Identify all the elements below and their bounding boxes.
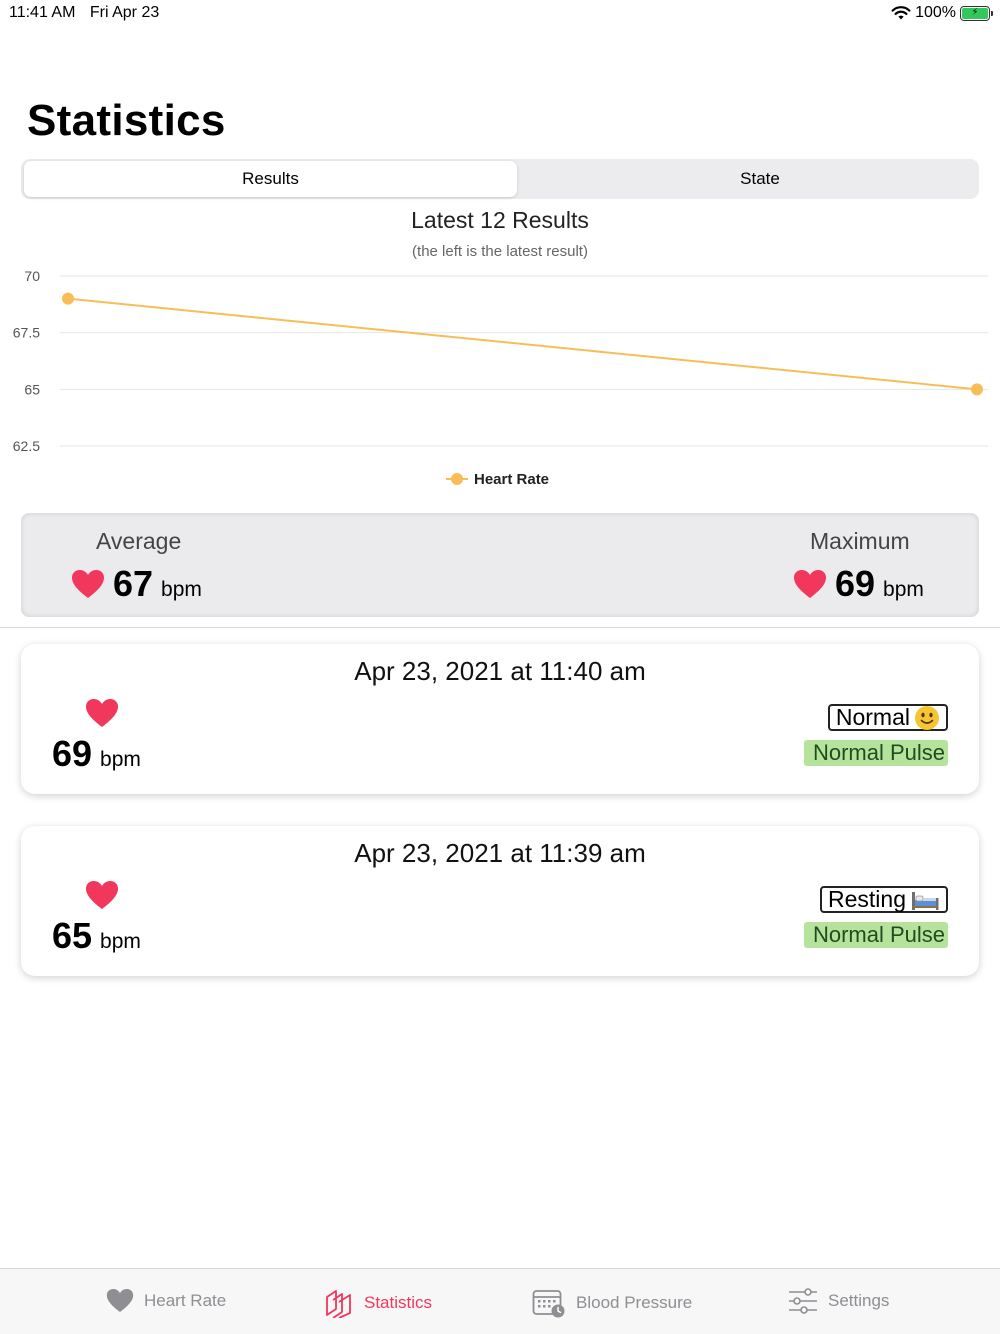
series-line — [67, 297, 978, 391]
average-number: 67 — [113, 563, 154, 604]
tab-label: Statistics — [364, 1293, 433, 1312]
state-tag: Normal — [827, 704, 948, 731]
bpm-unit: bpm — [100, 930, 141, 953]
result-card[interactable]: Apr 23, 2021 at 11:39 am 65 bpm Resting … — [21, 826, 979, 976]
y-tick-label: 65 — [24, 381, 40, 397]
result-bpm: 69 bpm — [52, 733, 141, 775]
bpm-unit: bpm — [100, 748, 141, 771]
heart-icon — [794, 570, 826, 598]
tab-statistics[interactable]: Statistics — [324, 1288, 432, 1318]
state-label: Resting — [828, 886, 906, 912]
average-value: 67 bpm — [71, 563, 202, 605]
bpm-number: 69 — [52, 733, 93, 774]
tab-label: Blood Pressure — [576, 1293, 693, 1312]
y-tick-label: 62.5 — [13, 438, 40, 454]
charging-bolt-icon: ⚡ — [962, 7, 988, 19]
tab-heart-rate[interactable]: Heart Rate — [106, 1288, 226, 1313]
maximum-number: 69 — [835, 563, 876, 604]
y-tick-label: 70 — [24, 268, 40, 284]
maximum-label: Maximum — [810, 528, 910, 554]
state-tag: Resting — [820, 886, 948, 913]
result-card[interactable]: Apr 23, 2021 at 11:40 am 69 bpm Normal N… — [21, 644, 979, 794]
battery-icon: ⚡ — [960, 5, 993, 21]
tab-blood-pressure[interactable]: Blood Pressure — [532, 1288, 692, 1318]
heart-icon — [86, 881, 118, 909]
heart-icon — [72, 570, 104, 598]
result-date: Apr 23, 2021 at 11:39 am — [354, 838, 646, 868]
y-tick-label: 67.5 — [13, 325, 40, 341]
legend-label: Heart Rate — [474, 471, 549, 488]
slightly-smiling-face-icon — [915, 705, 939, 730]
sliders-icon — [789, 1288, 817, 1314]
wifi-icon — [891, 6, 911, 20]
legend-marker — [451, 473, 463, 485]
pulse-tag: Normal Pulse — [803, 922, 948, 948]
segmented-control: Results State — [21, 159, 979, 199]
page-title: Statistics — [27, 96, 226, 145]
tab-label: Settings — [828, 1291, 890, 1310]
segment-state[interactable]: State — [740, 169, 780, 188]
pulse-tag: Normal Pulse — [803, 740, 948, 766]
status-date: Fri Apr 23 — [89, 4, 160, 21]
statistics-icon — [326, 1290, 351, 1318]
tab-label: Heart Rate — [144, 1290, 227, 1310]
average-label: Average — [96, 528, 182, 554]
status-bar: 11:41 AM Fri Apr 23 100% ⚡ — [0, 0, 1000, 28]
average-unit: bpm — [161, 578, 202, 601]
tab-settings[interactable]: Settings — [788, 1288, 889, 1314]
bpm-number: 65 — [52, 915, 93, 956]
divider — [0, 627, 1000, 628]
result-date: Apr 23, 2021 at 11:40 am — [354, 656, 646, 686]
maximum-unit: bpm — [883, 578, 924, 601]
heart-rate-chart: 70 67.5 65 62.5 Heart Rate — [13, 268, 988, 488]
heart-icon — [106, 1288, 134, 1313]
status-right: 100% ⚡ — [891, 4, 993, 22]
maximum-value: 69 bpm — [793, 563, 924, 605]
status-time: 11:41 AM — [9, 4, 76, 21]
summary-panel: Average 67 bpm Maximum 69 bpm — [21, 513, 979, 617]
battery-percent: 100% — [915, 4, 956, 21]
bed-icon — [912, 891, 939, 910]
chart-title: Latest 12 Results — [411, 207, 589, 233]
result-bpm: 65 bpm — [52, 915, 141, 957]
status-left: 11:41 AM Fri Apr 23 — [9, 4, 169, 22]
tab-bar: Heart Rate Statistics Blood Pressure — [0, 1268, 1000, 1334]
state-label: Normal — [835, 704, 910, 730]
heart-icon — [86, 699, 118, 727]
data-point — [971, 383, 983, 396]
segment-results[interactable]: Results — [24, 161, 517, 197]
calendar-clock-icon — [532, 1290, 565, 1318]
chart-subtitle: (the left is the latest result) — [412, 243, 588, 260]
data-point — [62, 292, 74, 305]
